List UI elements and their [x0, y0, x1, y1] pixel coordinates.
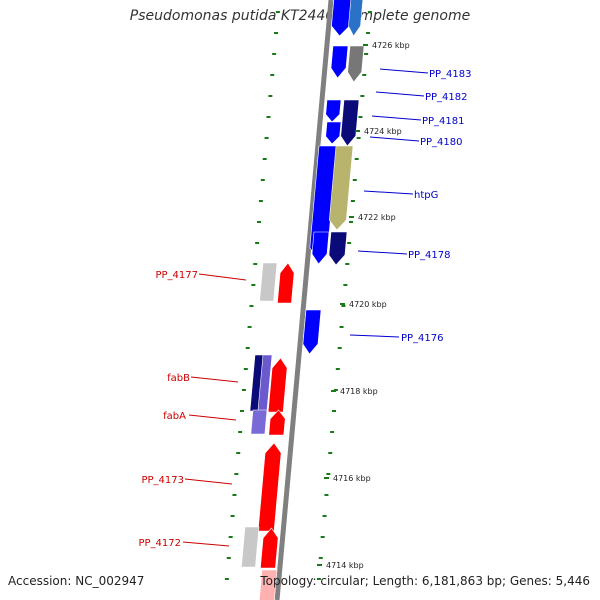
forward-label-leader — [349, 334, 400, 338]
kbp-label: 4718 kbp — [340, 387, 378, 396]
gene-features — [241, 0, 365, 600]
kbp-scale: 4726 kbp 4724 kbp 4722 kbp 4720 kbp 4718 kbp… — [317, 41, 410, 570]
reverse-label-leader — [198, 273, 247, 281]
reverse-gene-feature — [241, 526, 260, 568]
forward-gene-feature — [347, 45, 365, 83]
forward-gene-label[interactable]: PP_4178 — [408, 250, 451, 261]
forward-gene-feature — [340, 99, 360, 147]
reverse-gene-label[interactable]: fabB — [167, 373, 190, 384]
forward-gene-feature — [325, 99, 342, 123]
reverse-gene-feature — [260, 527, 279, 569]
forward-label-leader — [357, 250, 408, 255]
genome-backbone — [274, 0, 334, 600]
reverse-gene-feature — [268, 409, 286, 436]
forward-gene-label[interactable]: PP_4181 — [422, 116, 465, 127]
kbp-label: 4726 kbp — [372, 41, 410, 50]
forward-gene-feature — [325, 121, 342, 145]
forward-gene-label[interactable]: PP_4183 — [429, 69, 472, 80]
genome-info-text: Topology: circular; Length: 6,181,863 bp… — [260, 574, 590, 588]
forward-gene-feature — [329, 145, 354, 231]
forward-gene-feature — [331, 0, 353, 37]
reverse-gene-label[interactable]: PP_4173 — [141, 475, 184, 486]
reverse-gene-feature — [250, 409, 268, 435]
kbp-label: 4716 kbp — [333, 474, 371, 483]
forward-gene-label[interactable]: PP_4180 — [420, 137, 463, 148]
kbp-label: 4714 kbp — [326, 561, 364, 570]
forward-label-leader — [369, 136, 420, 142]
forward-gene-label[interactable]: htpG — [414, 190, 438, 201]
reverse-gene-label[interactable]: PP_4172 — [138, 538, 181, 549]
forward-gene-label[interactable]: PP_4182 — [425, 92, 468, 103]
forward-gene-label[interactable]: PP_4176 — [401, 333, 444, 344]
forward-gene-feature — [311, 231, 330, 265]
reverse-label-leader — [184, 478, 233, 485]
forward-gene-feature — [328, 231, 348, 266]
accession-text: Accession: NC_002947 — [8, 574, 145, 588]
gene-labels: PP_4183 PP_4182 PP_4181 PP_4180 htpG PP_4178 P… — [138, 68, 472, 549]
forward-gene-feature — [330, 45, 349, 79]
reverse-label-leader — [188, 414, 237, 421]
forward-label-leader — [371, 115, 422, 121]
forward-gene-feature — [348, 0, 364, 37]
tick-marks — [224, 11, 372, 580]
reverse-gene-feature — [267, 357, 288, 413]
reverse-label-leader — [182, 541, 230, 547]
reverse-gene-feature — [277, 262, 295, 304]
reverse-gene-feature — [258, 569, 278, 600]
reverse-label-leader — [190, 376, 239, 383]
map-title: Pseudomonas putida KT2440, complete geno… — [129, 8, 471, 24]
reverse-gene-feature — [259, 262, 278, 302]
kbp-label: 4724 kbp — [364, 127, 402, 136]
reverse-gene-feature — [257, 442, 282, 532]
reverse-gene-label[interactable]: fabA — [163, 411, 186, 422]
kbp-label: 4720 kbp — [349, 300, 387, 309]
forward-gene-feature — [302, 309, 322, 355]
reverse-gene-label[interactable]: PP_4177 — [155, 270, 198, 281]
kbp-label: 4722 kbp — [358, 213, 396, 222]
forward-label-leader — [379, 68, 429, 74]
forward-label-leader — [363, 190, 414, 195]
forward-label-leader — [375, 91, 425, 97]
